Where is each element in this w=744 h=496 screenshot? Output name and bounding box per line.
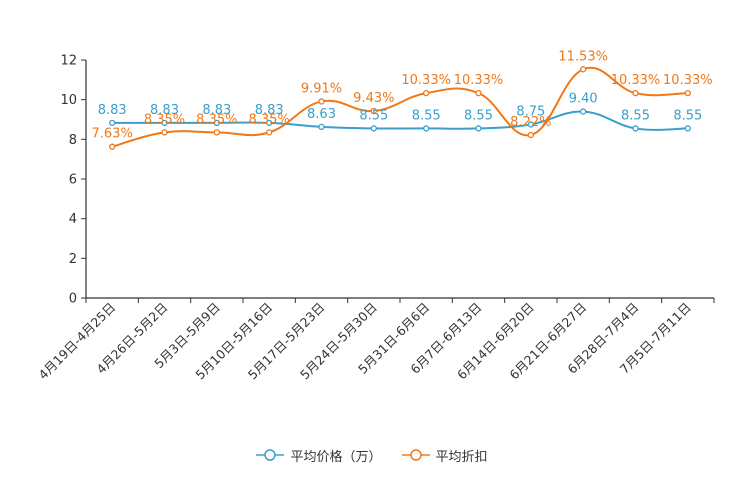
legend: 平均价格（万） 平均折扣 xyxy=(0,444,744,466)
discount-data-label: 10.33% xyxy=(454,73,504,88)
discount-point[interactable] xyxy=(632,89,639,97)
legend-item-discount[interactable]: 平均折扣 xyxy=(401,446,488,465)
y-tick-label: 8 xyxy=(69,133,77,148)
discount-point[interactable] xyxy=(318,98,325,105)
y-tick-label: 10 xyxy=(60,93,77,108)
price-data-label: 8.55 xyxy=(412,108,441,123)
discount-data-label: 9.91% xyxy=(301,81,342,96)
discount-point[interactable] xyxy=(527,131,534,139)
discount-point[interactable] xyxy=(213,129,220,136)
price-point[interactable] xyxy=(475,125,482,132)
price-point[interactable] xyxy=(370,125,377,132)
discount-series-line xyxy=(111,66,688,148)
price-data-label: 9.40 xyxy=(569,92,598,107)
discount-data-label: 10.33% xyxy=(611,73,661,88)
price-series-line xyxy=(112,110,688,131)
legend-price-label: 平均价格（万） xyxy=(290,449,382,465)
price-point[interactable] xyxy=(423,125,430,132)
price-data-label: 8.55 xyxy=(621,108,650,123)
price-point[interactable] xyxy=(684,125,691,132)
discount-point[interactable] xyxy=(161,129,168,136)
y-tick-label: 4 xyxy=(69,212,77,227)
price-data-label: 8.83 xyxy=(202,103,231,118)
discount-point[interactable] xyxy=(423,89,430,97)
price-point[interactable] xyxy=(161,119,168,127)
discount-data-label: 8.35% xyxy=(249,112,290,127)
price-data-label: 8.55 xyxy=(673,108,702,123)
legend-discount-line-icon xyxy=(401,449,430,461)
price-data-label: 8.75 xyxy=(516,104,545,119)
discount-data-label: 9.43% xyxy=(353,91,394,106)
discount-data-label: 8.22% xyxy=(510,115,551,130)
discount-point[interactable] xyxy=(684,89,691,97)
y-tick-label: 6 xyxy=(69,173,77,188)
y-tick-label: 0 xyxy=(69,292,77,307)
price-data-label: 8.55 xyxy=(359,108,388,123)
discount-data-label: 8.35% xyxy=(144,112,185,127)
price-data-label: 8.83 xyxy=(255,103,284,118)
discount-data-label: 7.63% xyxy=(92,127,133,142)
discount-data-label: 11.53% xyxy=(558,49,608,64)
price-point[interactable] xyxy=(632,125,639,132)
price-data-label: 8.83 xyxy=(150,103,179,118)
discount-point[interactable] xyxy=(475,89,482,97)
discount-data-label: 10.33% xyxy=(663,73,713,88)
price-point[interactable] xyxy=(527,121,534,128)
discount-point[interactable] xyxy=(266,129,273,136)
price-data-label: 8.83 xyxy=(98,103,127,118)
price-point[interactable] xyxy=(580,108,587,115)
price-point[interactable] xyxy=(109,119,116,127)
price-point[interactable] xyxy=(318,123,325,130)
legend-item-price[interactable]: 平均价格（万） xyxy=(256,446,382,465)
price-data-label: 8.55 xyxy=(464,108,493,123)
discount-data-label: 10.33% xyxy=(401,73,451,88)
discount-data-label: 8.35% xyxy=(196,112,237,127)
price-point[interactable] xyxy=(213,119,220,127)
y-tick-label: 2 xyxy=(69,252,77,267)
y-tick-label: 12 xyxy=(60,54,77,69)
price-point[interactable] xyxy=(266,119,273,127)
legend-discount-label: 平均折扣 xyxy=(435,449,488,465)
price-data-label: 8.63 xyxy=(307,107,336,122)
discount-point[interactable] xyxy=(109,143,116,150)
discount-point[interactable] xyxy=(370,107,377,115)
legend-price-line-icon xyxy=(256,449,285,461)
discount-point[interactable] xyxy=(580,66,587,73)
